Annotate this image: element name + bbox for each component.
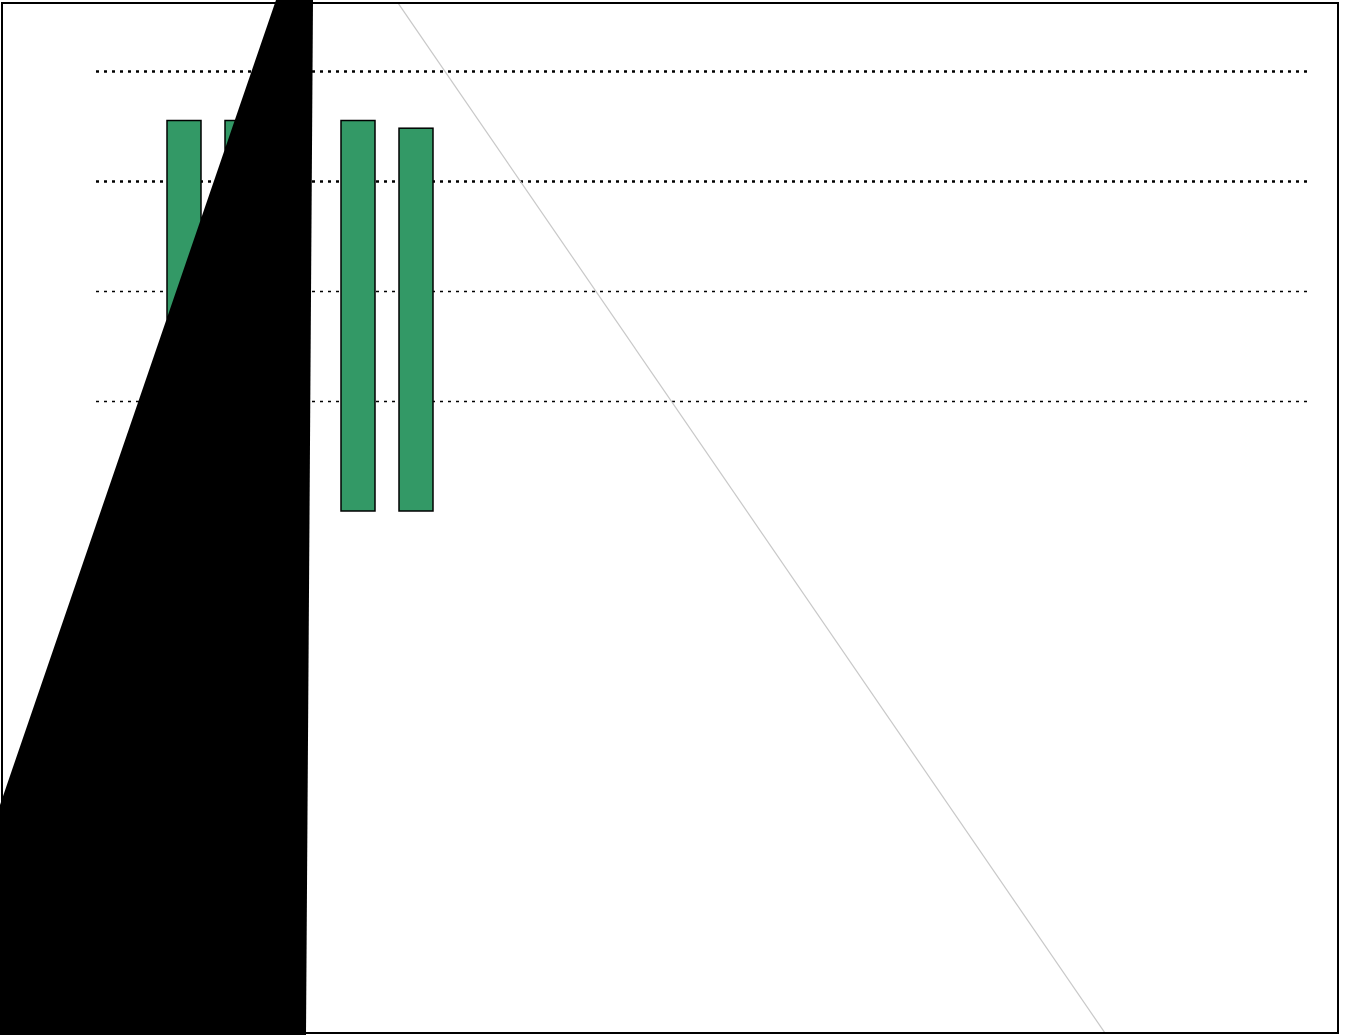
bar-4 bbox=[398, 127, 434, 512]
bar-3 bbox=[340, 119, 376, 512]
diagonal-line bbox=[397, 2, 1106, 1034]
black-overlay-shape bbox=[0, 0, 313, 1035]
